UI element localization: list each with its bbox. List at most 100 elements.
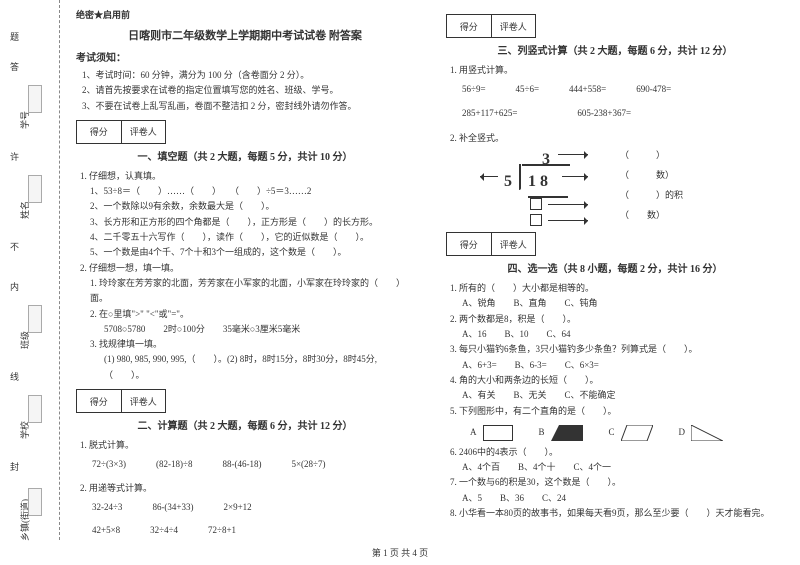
blank-label: （ 数） <box>620 206 683 226</box>
q-sub: 3. 找规律填一填。 <box>90 337 414 352</box>
q-sub: 1. 玲玲家在芳芳家的北面，芳芳家在小军家的北面，小军家在玲玲家的（ ）面。 <box>90 276 414 307</box>
left-column: 绝密★启用前 日喀则市二年级数学上学期期中考试试卷 附答案 考试须知： 1、考试… <box>60 0 430 540</box>
score-cell: 得分 <box>77 390 122 412</box>
gutter-class: 班级 <box>18 331 31 349</box>
section4-heading: 四、选一选（共 8 小题，每题 2 分，共计 16 分） <box>446 260 784 275</box>
q-sub: 5、一个数是由4个千、7个十和3个一组成的，这个数是（ ）。 <box>90 245 414 260</box>
q-sub: 2. 在○里填">" "<"或"="。 <box>90 307 414 322</box>
gutter-school: 学校 <box>18 421 31 439</box>
score-table: 得分 评卷人 <box>76 120 166 144</box>
q-sub: 1、53÷8＝（ ）……（ ） （ ）÷5＝3……2 <box>90 184 414 199</box>
calc-item: 56÷9= <box>462 82 486 97</box>
page-footer: 第 1 页 共 4 页 <box>0 546 800 559</box>
q-options: A、16 B、10 C、64 <box>462 327 784 342</box>
q-text: 1. 仔细想，认真填。 <box>80 169 414 184</box>
q-text: 5. 下列图形中，有二个直角的是（ ）。 <box>450 404 784 419</box>
opt-label: C <box>609 425 615 440</box>
gutter-id: 学号 <box>18 111 31 129</box>
score-cell: 得分 <box>447 233 492 255</box>
gutter-char: 答 <box>10 60 19 73</box>
q-options: A、有关 B、无关 C、不能确定 <box>462 388 784 403</box>
gutter-char: 许 <box>10 150 19 163</box>
calc-item: 72÷8+1 <box>208 523 236 538</box>
gutter-char: 线 <box>10 370 19 383</box>
q-text: 2. 两个数都是8，积是（ ）。 <box>450 312 784 327</box>
q-sub: 3、长方形和正方形的四个角都是（ ），正方形是（ ）的长方形。 <box>90 215 414 230</box>
gutter-char: 封 <box>10 460 19 473</box>
binding-gutter: 乡镇(街道) 封 学校 线 班级 内 不 姓名 许 学号 答 题 <box>0 0 60 540</box>
dd-dividend: 1 8 <box>528 168 548 195</box>
q-text: 2. 补全竖式。 <box>450 131 784 146</box>
calc-item: 5×(28÷7) <box>291 457 325 472</box>
calc-item: 605-238+367= <box>577 106 631 121</box>
gutter-box <box>28 85 42 113</box>
calc-item: 86-(34+33) <box>152 500 193 515</box>
section1-heading: 一、填空题（共 2 大题，每题 5 分，共计 10 分） <box>76 148 414 163</box>
notice-item: 2、请首先按要求在试卷的指定位置填写您的姓名、班级、学号。 <box>82 83 414 98</box>
triangle-shape <box>691 425 723 441</box>
gutter-char: 不 <box>10 240 19 253</box>
score-table: 得分 评卷人 <box>446 232 536 256</box>
dd-divisor: 5 <box>504 168 512 195</box>
blank-label: （ 数） <box>620 166 683 186</box>
notice-item: 3、不要在试卷上乱写乱画，卷面不整洁扣 2 分，密封线外请勿作答。 <box>82 99 414 114</box>
score-cell: 评卷人 <box>122 390 166 412</box>
opt-label: B <box>539 425 545 440</box>
q-text: 1. 所有的（ ）大小都是相等的。 <box>450 281 784 296</box>
score-table: 得分 评卷人 <box>446 14 536 38</box>
q-sub: 2、一个数除以9有余数，余数最大是（ ）。 <box>90 199 414 214</box>
q-text: 4. 角的大小和两条边的长短（ ）。 <box>450 373 784 388</box>
calc-item: 45÷6= <box>516 82 540 97</box>
parallelogram-shape <box>621 425 653 441</box>
score-cell: 评卷人 <box>492 233 536 255</box>
calc-item: 285+117+625= <box>462 106 517 121</box>
opt-label: A <box>470 425 477 440</box>
q-text: 3. 每只小猫钓6条鱼，3只小猫钓多少条鱼？列算式是（ ）。 <box>450 342 784 357</box>
trapezoid-shape <box>551 425 583 441</box>
q-sub: 4、二千零五十六写作（ ），读作（ ），它的近似数是（ ）。 <box>90 230 414 245</box>
gutter-box <box>28 488 42 516</box>
q-options: A、4个百 B、4个十 C、4个一 <box>462 460 784 475</box>
right-column: 得分 评卷人 三、列竖式计算（共 2 大题，每题 6 分，共计 12 分） 1.… <box>430 0 800 540</box>
calc-item: 42+5×8 <box>92 523 120 538</box>
secret-label: 绝密★启用前 <box>76 8 414 21</box>
calc-item: 32÷4÷4 <box>150 523 178 538</box>
q-text: 8. 小华看一本80页的故事书，如果每天看9页，那么至少要（ ）天才能看完。 <box>450 506 784 521</box>
calc-item: 444+558= <box>569 82 606 97</box>
opt-label: D <box>679 425 686 440</box>
calc-item: 88-(46-18) <box>222 457 261 472</box>
q-text: 6. 2406中的4表示（ ）。 <box>450 445 784 460</box>
gutter-box <box>28 175 42 203</box>
score-table: 得分 评卷人 <box>76 389 166 413</box>
score-cell: 得分 <box>447 15 492 37</box>
q-sub: (1) 980, 985, 990, 995,（ ）。(2) 8时，8时15分，… <box>104 352 414 383</box>
gutter-name: 姓名 <box>18 201 31 219</box>
calc-item: 690-478= <box>636 82 671 97</box>
q-text: 7. 一个数与6的积是30，这个数是（ ）。 <box>450 475 784 490</box>
section3-heading: 三、列竖式计算（共 2 大题，每题 6 分，共计 12 分） <box>446 42 784 57</box>
q-options: A、6+3= B、6-3= C、6×3= <box>462 358 784 373</box>
q-text: 2. 用递等式计算。 <box>80 481 414 496</box>
gutter-char: 内 <box>10 280 19 293</box>
notice-heading: 考试须知： <box>76 49 414 64</box>
division-diagram: 3 5 1 8 <box>480 146 620 226</box>
calc-item: 2×9+12 <box>224 500 252 515</box>
q-options: A、5 B、36 C、24 <box>462 491 784 506</box>
blank-label: （ ） <box>620 146 683 166</box>
gutter-box <box>28 395 42 423</box>
q-text: 1. 用竖式计算。 <box>450 63 784 78</box>
section2-heading: 二、计算题（共 2 大题，每题 6 分，共计 12 分） <box>76 417 414 432</box>
calc-item: (82-18)÷8 <box>156 457 192 472</box>
exam-title: 日喀则市二年级数学上学期期中考试试卷 附答案 <box>76 27 414 43</box>
gutter-box <box>28 305 42 333</box>
notice-item: 1、考试时间：60 分钟，满分为 100 分（含卷面分 2 分）。 <box>82 68 414 83</box>
shape-options: A B C D <box>470 425 784 441</box>
calc-item: 72÷(3×3) <box>92 457 126 472</box>
score-cell: 评卷人 <box>492 15 536 37</box>
q-sub: 5708○5780 2时○100分 35毫米○3厘米5毫米 <box>104 322 414 337</box>
calc-item: 32-24÷3 <box>92 500 122 515</box>
blank-label: （ ）的积 <box>620 186 683 206</box>
gutter-char: 题 <box>10 30 19 43</box>
score-cell: 评卷人 <box>122 121 166 143</box>
q-text: 1. 脱式计算。 <box>80 438 414 453</box>
